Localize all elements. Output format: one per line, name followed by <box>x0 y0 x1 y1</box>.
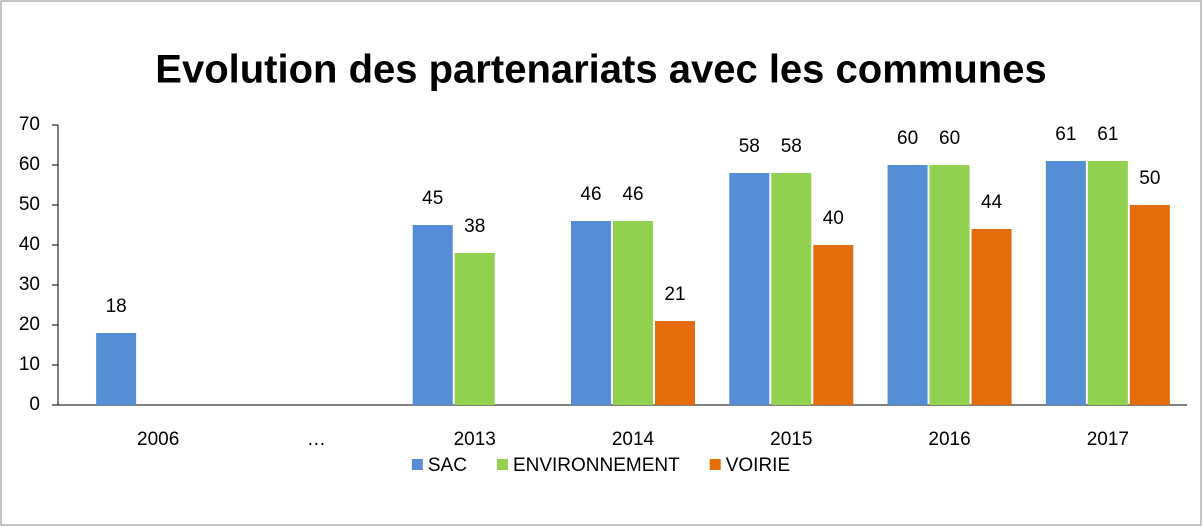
y-tick-label: 50 <box>19 194 40 215</box>
chart-title: Evolution des partenariats avec les comm… <box>155 48 1046 92</box>
bar <box>813 245 854 405</box>
bar <box>613 221 653 405</box>
data-label: 44 <box>981 192 1003 213</box>
data-label: 60 <box>939 128 960 149</box>
data-label: 18 <box>106 296 127 317</box>
x-tick-label: 2014 <box>612 429 655 450</box>
bar <box>412 225 453 405</box>
bar <box>571 221 611 405</box>
legend-swatch <box>411 459 423 470</box>
data-label: 38 <box>464 216 485 237</box>
legend-label: VOIRIE <box>726 455 790 476</box>
data-label: 46 <box>580 184 601 205</box>
data-label: 21 <box>664 284 685 305</box>
bar <box>454 253 495 405</box>
bar <box>887 165 928 405</box>
y-tick-label: 40 <box>19 234 40 255</box>
x-tick-label: 2006 <box>137 429 179 450</box>
x-tick-label: 2016 <box>928 429 970 450</box>
bar <box>929 165 970 405</box>
y-tick-label: 60 <box>19 154 40 175</box>
data-label: 46 <box>622 184 643 205</box>
data-label: 60 <box>897 128 918 149</box>
x-tick-label: 2013 <box>454 429 496 450</box>
bar <box>1087 161 1128 405</box>
legend-label: ENVIRONNEMENT <box>513 455 680 476</box>
bar <box>1045 161 1086 405</box>
x-tick-label: … <box>307 429 326 450</box>
data-label: 58 <box>739 136 760 157</box>
data-label: 58 <box>781 136 802 157</box>
data-label: 45 <box>422 188 443 209</box>
y-tick-label: 10 <box>19 354 40 375</box>
data-label: 61 <box>1055 124 1076 145</box>
y-tick-label: 20 <box>19 314 40 335</box>
legend-swatch <box>496 459 508 470</box>
y-tick-label: 0 <box>29 394 40 415</box>
x-tick-label: 2015 <box>770 429 812 450</box>
bar <box>96 333 137 405</box>
bar <box>655 321 695 405</box>
bar <box>971 229 1012 405</box>
legend-label: SAC <box>428 455 467 476</box>
data-label: 50 <box>1139 168 1160 189</box>
bar <box>771 173 812 405</box>
legend-swatch <box>709 459 721 470</box>
bar <box>1129 205 1170 405</box>
bar <box>729 173 770 405</box>
data-label: 40 <box>823 208 844 229</box>
x-tick-label: 2017 <box>1087 429 1129 450</box>
y-tick-label: 30 <box>19 274 40 295</box>
y-tick-label: 70 <box>19 114 40 135</box>
data-label: 61 <box>1097 124 1118 145</box>
